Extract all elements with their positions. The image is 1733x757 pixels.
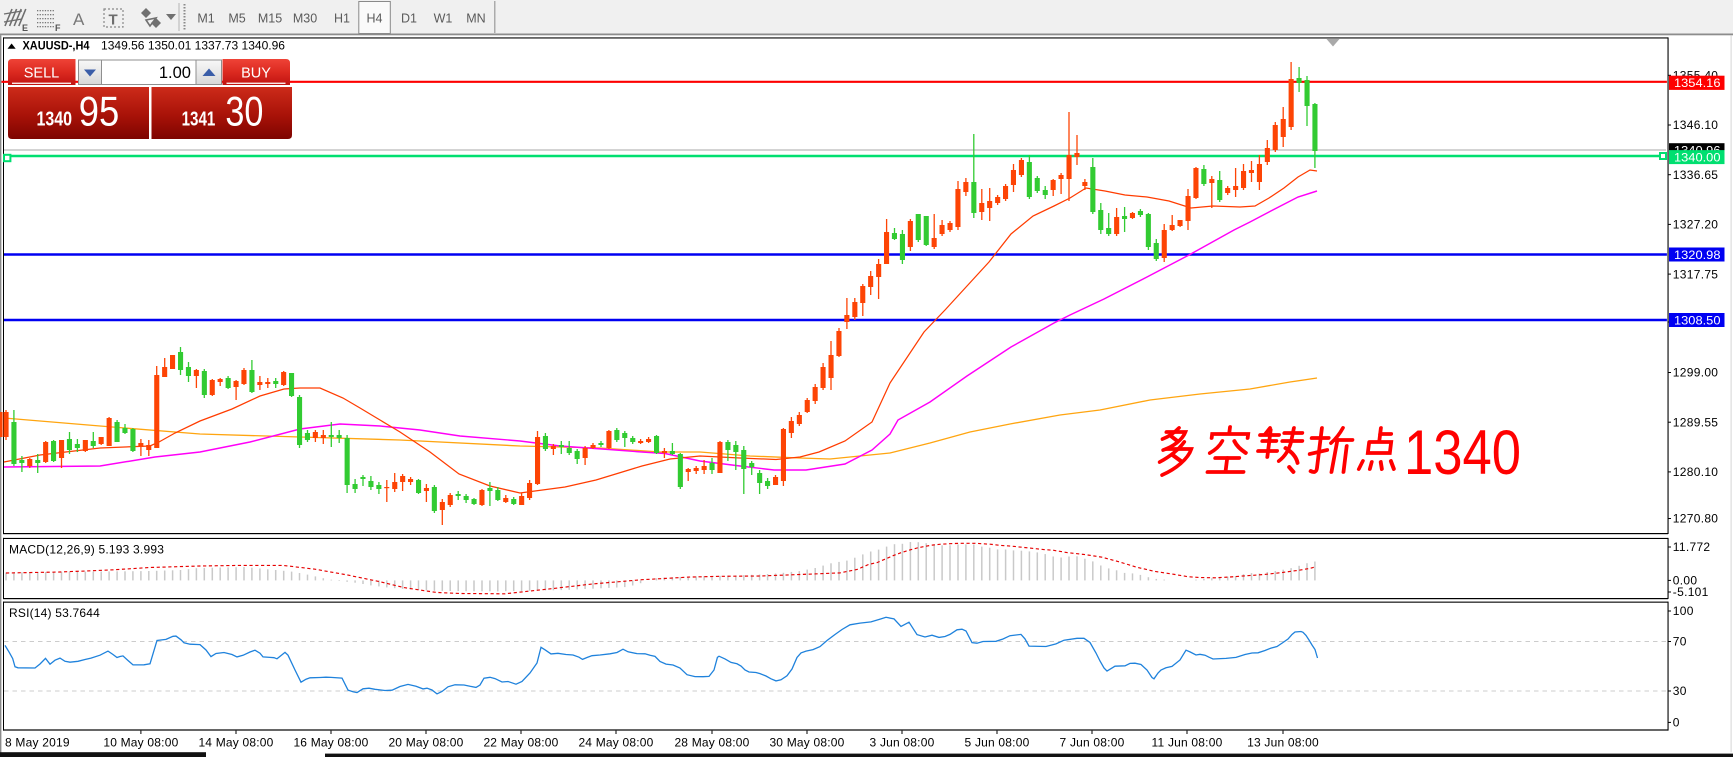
svg-text:1270.80: 1270.80 — [1673, 512, 1719, 526]
svg-text:14 May 08:00: 14 May 08:00 — [198, 736, 273, 750]
svg-text:1320.98: 1320.98 — [1674, 248, 1721, 262]
svg-text:1289.55: 1289.55 — [1673, 415, 1719, 429]
svg-text:1340.00: 1340.00 — [1674, 150, 1721, 164]
svg-text:30: 30 — [1673, 684, 1687, 698]
svg-text:5 Jun 08:00: 5 Jun 08:00 — [965, 736, 1030, 750]
svg-text:1308.50: 1308.50 — [1674, 313, 1721, 327]
svg-text:16 May 08:00: 16 May 08:00 — [293, 736, 368, 750]
svg-text:RSI(14) 53.7644: RSI(14) 53.7644 — [9, 606, 100, 620]
svg-text:0.00: 0.00 — [1673, 574, 1698, 588]
svg-text:100: 100 — [1673, 604, 1694, 618]
svg-text:M5: M5 — [228, 12, 245, 26]
svg-text:F: F — [55, 23, 61, 33]
svg-text:13 Jun 08:00: 13 Jun 08:00 — [1247, 736, 1319, 750]
svg-text:XAUUSD-,H4: XAUUSD-,H4 — [23, 41, 91, 53]
svg-text:-5.101: -5.101 — [1673, 585, 1709, 599]
svg-text:1349.56 1350.01 1337.73 1340.9: 1349.56 1350.01 1337.73 1340.96 — [101, 41, 285, 53]
svg-text:1336.65: 1336.65 — [1673, 168, 1719, 182]
svg-text:E: E — [22, 23, 28, 33]
svg-text:M1: M1 — [197, 12, 214, 26]
svg-text:11.772: 11.772 — [1673, 540, 1711, 554]
svg-text:24 May 08:00: 24 May 08:00 — [578, 736, 653, 750]
svg-text:1341: 1341 — [182, 109, 216, 131]
svg-text:70: 70 — [1673, 635, 1687, 649]
svg-text:1280.10: 1280.10 — [1673, 465, 1719, 479]
svg-text:7 Jun 08:00: 7 Jun 08:00 — [1060, 736, 1125, 750]
svg-text:BUY: BUY — [241, 66, 271, 82]
svg-text:11 Jun 08:00: 11 Jun 08:00 — [1152, 736, 1223, 750]
svg-text:D1: D1 — [401, 12, 417, 26]
svg-text:0: 0 — [1673, 716, 1680, 730]
svg-text:28 May 08:00: 28 May 08:00 — [674, 736, 749, 750]
svg-text:8 May 2019: 8 May 2019 — [5, 736, 70, 750]
svg-text:1346.10: 1346.10 — [1673, 118, 1719, 132]
svg-text:1354.16: 1354.16 — [1674, 76, 1721, 90]
svg-text:A: A — [73, 10, 85, 29]
svg-text:30 May 08:00: 30 May 08:00 — [769, 736, 844, 750]
svg-text:1.00: 1.00 — [159, 64, 191, 82]
svg-text:W1: W1 — [434, 12, 453, 26]
svg-text:SELL: SELL — [24, 66, 59, 82]
svg-text:30: 30 — [225, 88, 263, 135]
svg-text:MN: MN — [466, 12, 485, 26]
svg-text:H4: H4 — [367, 12, 383, 26]
svg-text:M30: M30 — [293, 12, 317, 26]
svg-text:H1: H1 — [334, 12, 350, 26]
svg-text:22 May 08:00: 22 May 08:00 — [483, 736, 558, 750]
svg-text:20 May 08:00: 20 May 08:00 — [388, 736, 463, 750]
svg-text:10 May 08:00: 10 May 08:00 — [103, 736, 178, 750]
svg-text:1299.00: 1299.00 — [1673, 366, 1719, 380]
svg-text:MACD(12,26,9) 5.193 3.993: MACD(12,26,9) 5.193 3.993 — [9, 543, 164, 557]
svg-text:1317.75: 1317.75 — [1673, 267, 1719, 281]
svg-text:95: 95 — [79, 88, 120, 135]
svg-text:T: T — [109, 12, 118, 29]
svg-text:1340: 1340 — [1404, 418, 1521, 488]
svg-text:M15: M15 — [258, 12, 282, 26]
svg-text:3 Jun 08:00: 3 Jun 08:00 — [870, 736, 935, 750]
svg-text:1327.20: 1327.20 — [1673, 218, 1719, 232]
svg-text:1340: 1340 — [37, 109, 73, 131]
